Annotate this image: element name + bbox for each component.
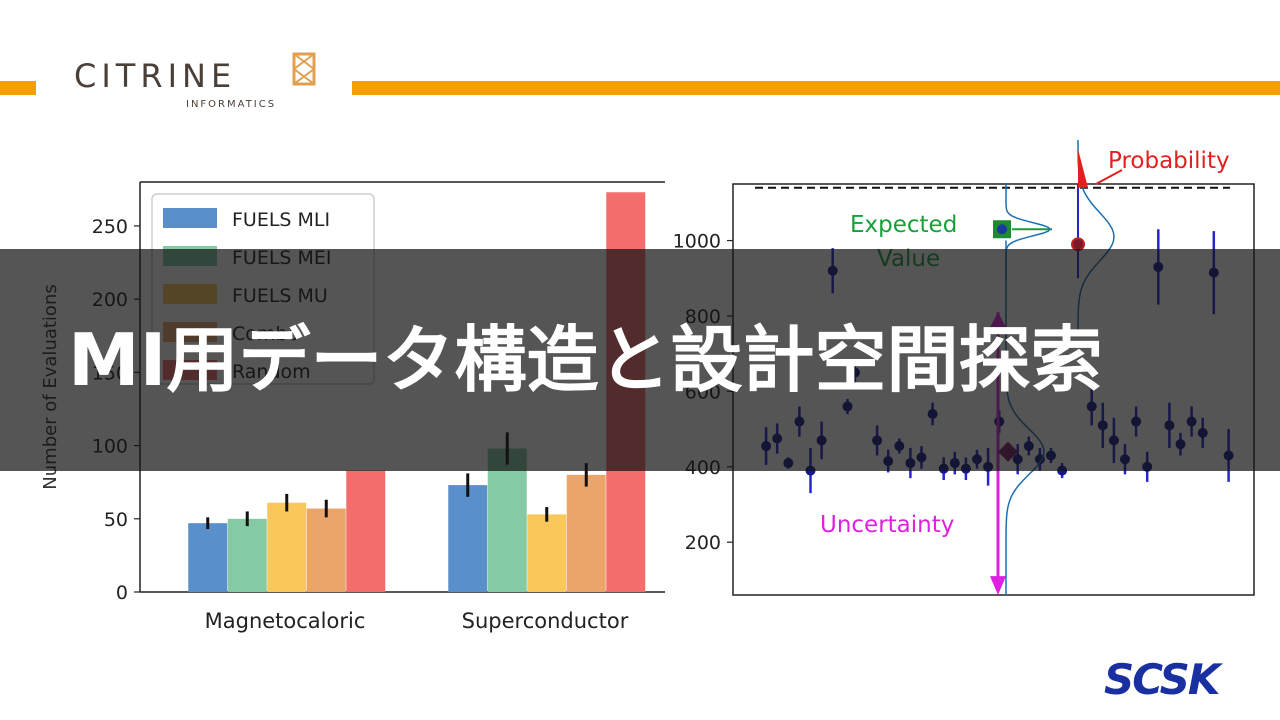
expected-value-point [997, 224, 1007, 235]
legend-swatch [163, 208, 217, 228]
y-tick-label: 0 [116, 582, 128, 604]
expected-label-line1: Expected [850, 212, 957, 238]
x-tick-label: Superconductor [462, 609, 629, 633]
bar-fuels-mu [527, 514, 567, 592]
header-accent-line-right [352, 81, 1280, 95]
probability-arrow [1095, 169, 1123, 185]
citrine-mark-icon [292, 52, 316, 86]
y-tick-label: 250 [92, 216, 128, 238]
uncertainty-label: Uncertainty [820, 512, 954, 538]
probability-tail [1078, 149, 1088, 188]
bar-fuels-mu [267, 502, 307, 592]
bar-fuels-mei [227, 518, 267, 592]
bar-random [346, 470, 386, 592]
y-tick-label: 50 [104, 509, 128, 531]
uncertainty-arrow-head [990, 576, 1006, 595]
scsk-logo: SCSK [1104, 655, 1220, 704]
citrine-logo: CITRINE INFORMATICS [74, 52, 324, 116]
bar-combo [306, 508, 346, 592]
bar-fuels-mli [448, 485, 488, 592]
title-banner: MI用データ構造と設計空間探索 [0, 249, 1280, 471]
bar-combo [566, 474, 606, 592]
x-tick-label: Magnetocaloric [205, 609, 366, 633]
bar-fuels-mli [188, 523, 228, 592]
logo-name: CITRINE [74, 57, 237, 95]
legend-label: FUELS MLI [232, 209, 330, 231]
header-accent-line-left [0, 81, 36, 95]
banner-title: MI用データ構造と設計空間探索 [68, 318, 1103, 402]
probability-label: Probability [1108, 148, 1230, 174]
bar-fuels-mei [487, 448, 527, 592]
logo-subtitle: INFORMATICS [186, 99, 277, 110]
y-tick-label: 1000 [673, 231, 721, 253]
y-tick-label: 200 [685, 532, 721, 554]
